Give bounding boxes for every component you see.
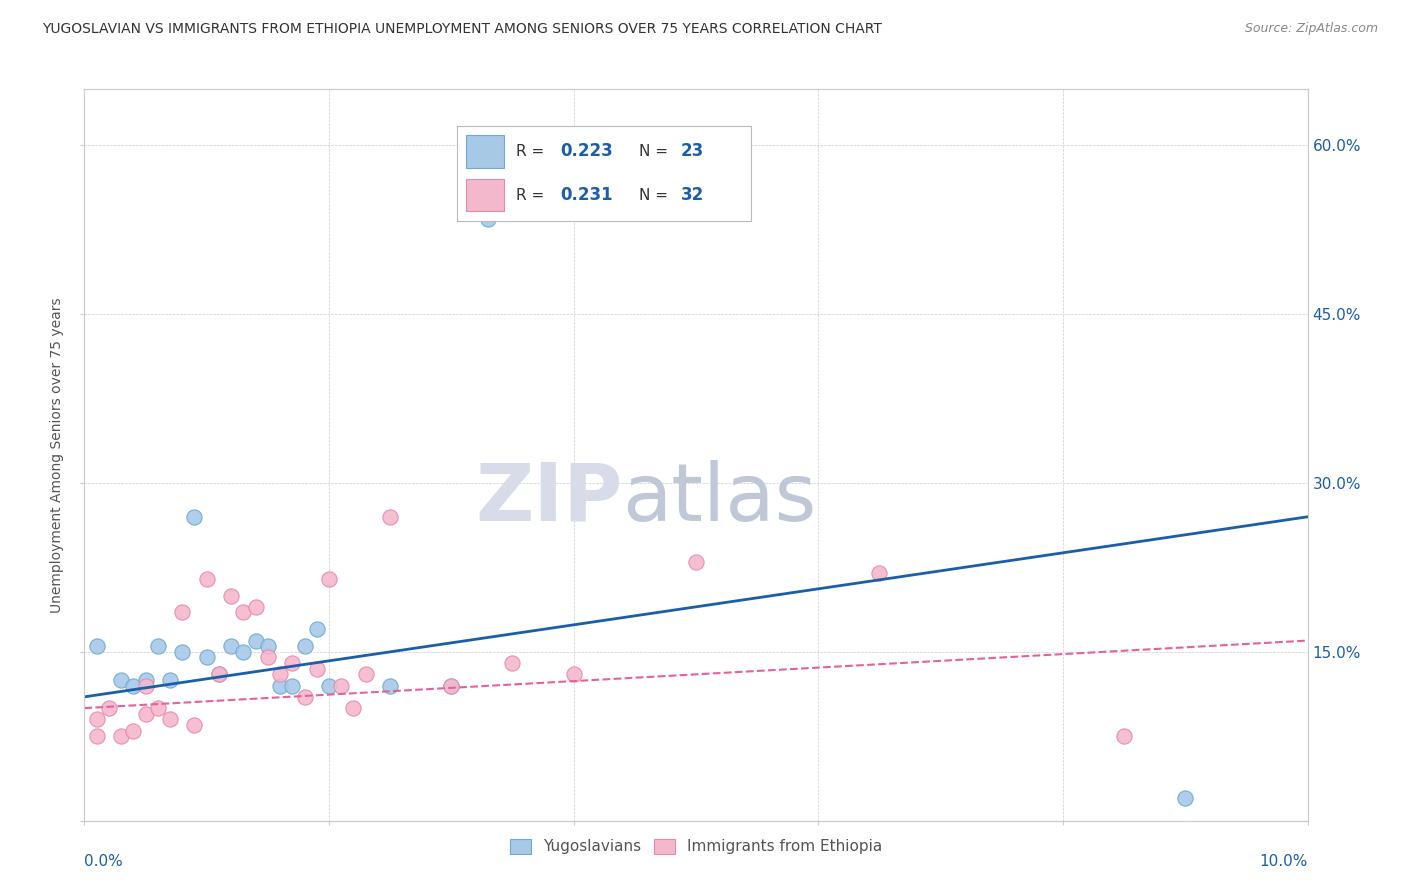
Point [146,639,169,653]
Point [477,211,499,226]
Point [172,606,194,620]
Point [219,589,242,603]
Point [269,679,291,693]
Point [159,712,181,726]
Point [294,639,316,653]
Text: atlas: atlas [623,459,817,538]
Text: ZIP: ZIP [475,459,623,538]
Point [86,712,108,726]
Point [232,606,254,620]
Point [195,572,218,586]
Point [281,679,304,693]
Point [208,667,231,681]
Point [257,650,280,665]
Point [305,623,328,637]
Point [245,633,267,648]
Point [281,656,304,670]
Point [305,662,328,676]
Text: 10.0%: 10.0% [1260,854,1308,869]
Point [1114,729,1136,743]
Point [122,679,145,693]
Point [219,639,242,653]
Point [86,729,108,743]
Point [97,701,120,715]
Text: Source: ZipAtlas.com: Source: ZipAtlas.com [1244,22,1378,36]
Point [110,729,132,743]
Point [135,706,157,721]
Point [330,679,353,693]
Point [183,509,205,524]
Point [110,673,132,687]
Point [245,599,267,614]
Point [135,673,157,687]
Point [232,645,254,659]
Point [440,679,463,693]
Point [195,650,218,665]
Point [294,690,316,704]
Point [159,673,181,687]
Point [354,667,377,681]
Point [318,572,340,586]
Point [502,656,524,670]
Point [380,679,402,693]
Point [183,718,205,732]
Point [86,639,108,653]
Point [135,679,157,693]
Point [342,701,364,715]
Point [318,679,340,693]
Point [869,566,891,580]
Point [208,667,231,681]
Point [685,555,707,569]
Point [562,667,585,681]
Point [440,679,463,693]
Point [122,723,145,738]
Point [380,509,402,524]
Point [172,645,194,659]
Text: 0.0%: 0.0% [84,854,124,869]
Point [1174,791,1197,805]
Legend: Yugoslavians, Immigrants from Ethiopia: Yugoslavians, Immigrants from Ethiopia [503,833,889,861]
Y-axis label: Unemployment Among Seniors over 75 years: Unemployment Among Seniors over 75 years [51,297,65,613]
Point [146,701,169,715]
Text: YUGOSLAVIAN VS IMMIGRANTS FROM ETHIOPIA UNEMPLOYMENT AMONG SENIORS OVER 75 YEARS: YUGOSLAVIAN VS IMMIGRANTS FROM ETHIOPIA … [42,22,882,37]
Point [269,667,291,681]
Point [257,639,280,653]
